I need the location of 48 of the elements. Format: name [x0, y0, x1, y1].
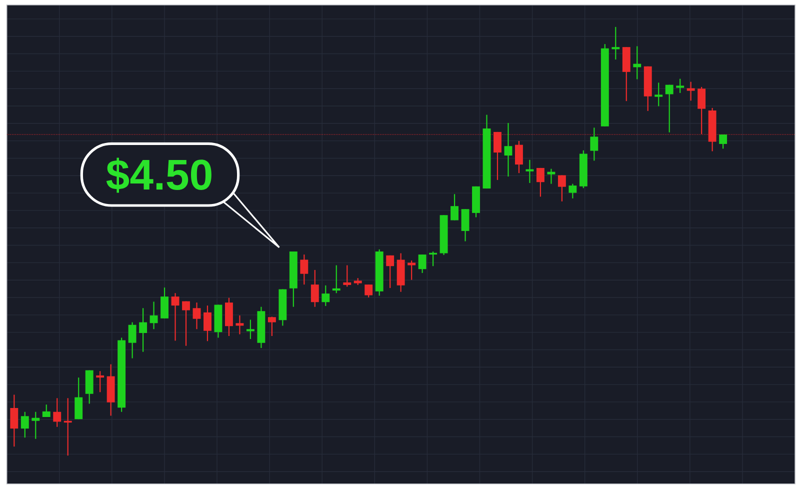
candlestick — [139, 308, 148, 353]
candlestick — [225, 297, 233, 337]
candlestick — [310, 270, 319, 308]
candlestick — [547, 168, 556, 185]
candlestick — [160, 287, 168, 320]
candlestick — [85, 370, 94, 404]
candlestick — [74, 377, 83, 420]
candlestick — [418, 254, 426, 274]
candlestick — [408, 260, 416, 281]
candlestick — [494, 132, 502, 181]
candlestick — [128, 322, 136, 359]
candlestick — [504, 122, 512, 178]
candlestick — [150, 301, 158, 330]
candlestick — [96, 370, 104, 393]
candlestick — [20, 411, 29, 438]
candlestick — [386, 254, 394, 289]
candlestick — [536, 168, 544, 198]
candlestick — [332, 264, 340, 294]
candlestick — [204, 305, 212, 342]
candlestick — [686, 81, 695, 102]
candlestick — [461, 208, 470, 242]
annotation: $4.50 — [106, 158, 212, 193]
candlestick — [568, 183, 577, 200]
candlestick — [612, 26, 620, 60]
candlestick — [322, 284, 330, 307]
candlestick — [676, 78, 684, 94]
candlestick — [558, 174, 566, 202]
candlestick — [343, 264, 352, 288]
candlestick — [246, 319, 254, 340]
candlestick — [654, 82, 663, 107]
candlestick — [526, 159, 534, 184]
candlestick — [42, 404, 50, 418]
candlestick — [698, 86, 706, 135]
candlestick — [590, 127, 598, 162]
candlestick — [32, 411, 40, 440]
candlestick — [236, 315, 244, 335]
candlestick — [515, 140, 523, 174]
candlestick — [450, 194, 459, 221]
candlestick — [719, 134, 728, 150]
candlestick — [182, 300, 190, 347]
candlestick — [10, 394, 18, 448]
candlestick — [300, 254, 308, 286]
candlestick — [364, 284, 373, 298]
candlestick — [665, 84, 674, 134]
candlestick — [171, 292, 180, 342]
candlestick — [268, 316, 276, 337]
candlestick — [192, 302, 201, 330]
candlestick — [53, 398, 62, 428]
